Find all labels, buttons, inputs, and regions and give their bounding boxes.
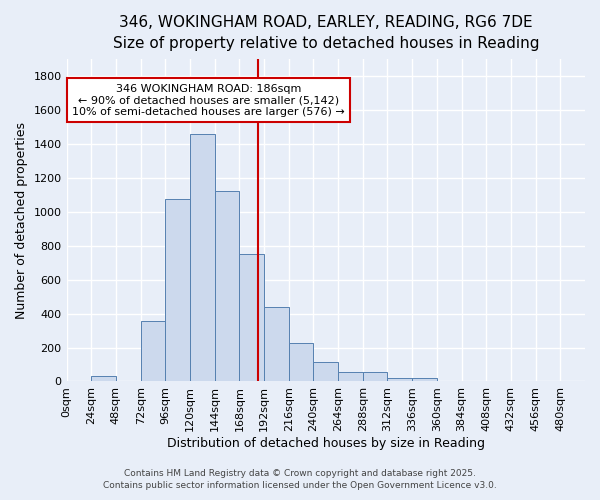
Bar — [338, 372, 363, 382]
Bar — [289, 344, 313, 382]
Bar — [412, 378, 437, 382]
Bar — [140, 321, 165, 382]
Title: 346, WOKINGHAM ROAD, EARLEY, READING, RG6 7DE
Size of property relative to detac: 346, WOKINGHAM ROAD, EARLEY, READING, RG… — [113, 15, 539, 51]
Bar — [264, 307, 289, 382]
Bar — [165, 199, 190, 382]
Bar — [190, 134, 215, 382]
Bar — [215, 190, 239, 382]
X-axis label: Distribution of detached houses by size in Reading: Distribution of detached houses by size … — [167, 437, 485, 450]
Bar — [363, 372, 388, 382]
Bar — [91, 376, 116, 382]
Text: Contains HM Land Registry data © Crown copyright and database right 2025.
Contai: Contains HM Land Registry data © Crown c… — [103, 468, 497, 490]
Bar — [313, 362, 338, 382]
Bar — [239, 254, 264, 382]
Y-axis label: Number of detached properties: Number of detached properties — [15, 122, 28, 319]
Text: 346 WOKINGHAM ROAD: 186sqm
← 90% of detached houses are smaller (5,142)
10% of s: 346 WOKINGHAM ROAD: 186sqm ← 90% of deta… — [72, 84, 345, 117]
Bar — [388, 378, 412, 382]
